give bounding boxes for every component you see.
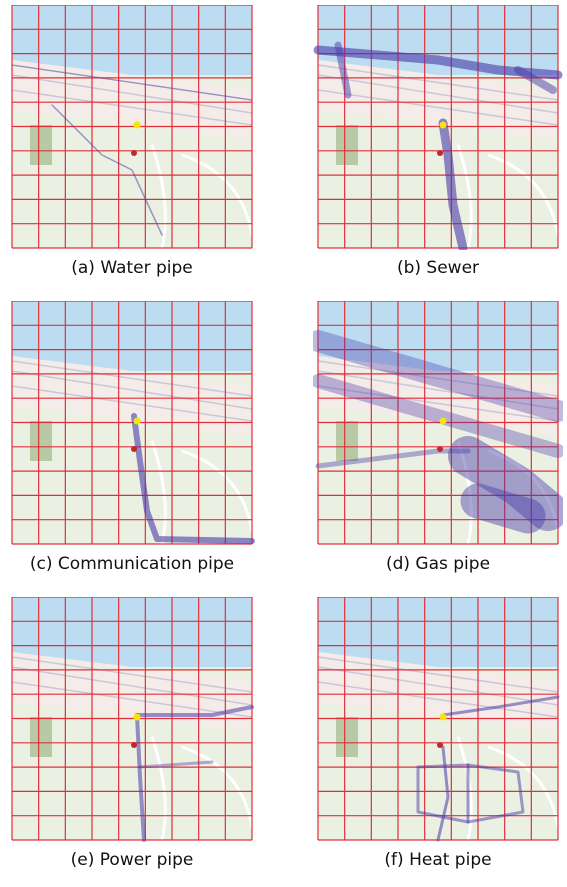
caption: (a) Water pipe <box>7 258 257 278</box>
park <box>336 125 358 165</box>
map <box>313 5 563 250</box>
panel: (e) Power pipe <box>7 597 257 887</box>
caption: (c) Communication pipe <box>7 554 257 574</box>
marker-yellow <box>440 418 447 425</box>
caption: (f) Heat pipe <box>313 850 563 870</box>
marker-red <box>131 446 137 452</box>
caption: (d) Gas pipe <box>313 554 563 574</box>
caption: (b) Sewer <box>313 258 563 278</box>
marker-red <box>131 742 137 748</box>
map-content <box>318 597 558 840</box>
park <box>336 717 358 757</box>
map <box>7 5 257 250</box>
marker-red <box>437 446 443 452</box>
park <box>30 421 52 461</box>
marker-yellow <box>134 418 141 425</box>
pipe <box>478 501 528 516</box>
map <box>313 597 563 842</box>
marker-red <box>437 742 443 748</box>
map <box>7 597 257 842</box>
map <box>313 301 563 546</box>
panel: (c) Communication pipe <box>7 301 257 591</box>
map-content <box>12 5 252 248</box>
map-content <box>318 5 558 248</box>
marker-red <box>131 150 137 156</box>
park <box>30 717 52 757</box>
panel: (f) Heat pipe <box>313 597 563 887</box>
map-content <box>318 301 558 544</box>
map-content <box>12 301 252 544</box>
marker-yellow <box>440 714 447 721</box>
panel: (d) Gas pipe <box>313 301 563 591</box>
marker-red <box>437 150 443 156</box>
map <box>7 301 257 546</box>
figure: (a) Water pipe (b) Sewer (c) Communicati… <box>0 0 567 881</box>
park <box>30 125 52 165</box>
marker-yellow <box>134 122 141 129</box>
marker-yellow <box>440 122 447 129</box>
map-content <box>12 597 252 840</box>
panel: (a) Water pipe <box>7 5 257 295</box>
marker-yellow <box>134 714 141 721</box>
caption: (e) Power pipe <box>7 850 257 870</box>
panel: (b) Sewer <box>313 5 563 295</box>
park <box>336 421 358 461</box>
